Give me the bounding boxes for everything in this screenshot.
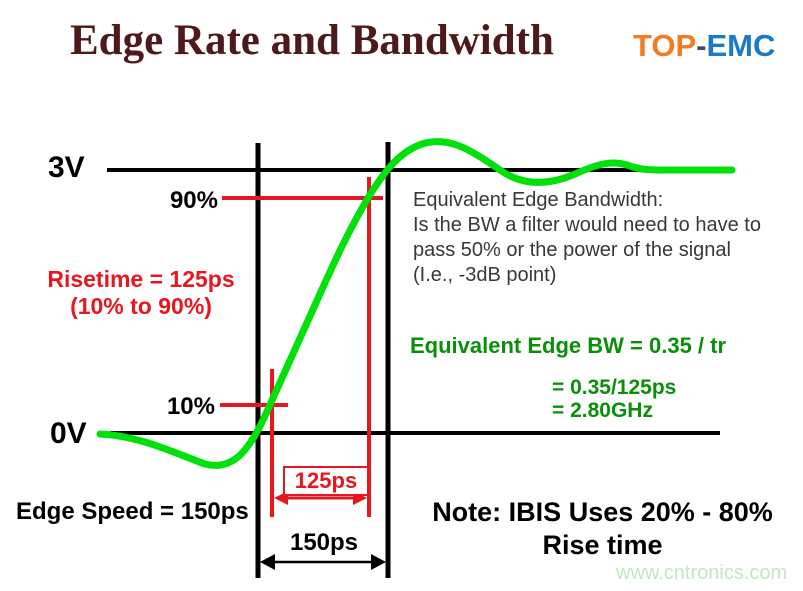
top-emc-logo: TOP-EMC (633, 28, 775, 64)
logo-text-emc: EMC (706, 28, 776, 63)
bandwidth-explanation-line4: (I.e., -3dB point) (413, 264, 557, 286)
edge-speed-arrow (260, 554, 386, 570)
level-3v-label: 3V (48, 151, 85, 184)
watermark: www.cntronics.com (616, 562, 788, 584)
bandwidth-explanation: Equivalent Edge Bandwidth: Is the BW a f… (413, 188, 803, 288)
bandwidth-explanation-line3: pass 50% or the power of the signal (413, 239, 731, 261)
bw-formula: Equivalent Edge BW = 0.35 / tr (410, 333, 727, 358)
threshold-10-label: 10% (166, 393, 215, 420)
risetime-annotation-line2: (10% to 90%) (70, 293, 212, 319)
risetime-annotation: Risetime = 125ps (10% to 90%) (36, 266, 246, 320)
logo-text-dash: - (696, 28, 707, 63)
bw-formula-step2: = 2.80GHz (552, 399, 653, 422)
ibis-note: Note: IBIS Uses 20% - 80% Rise time (405, 496, 800, 562)
risetime-annotation-line1: Risetime = 125ps (47, 266, 235, 292)
threshold-90-label: 90% (169, 187, 218, 214)
page-title: Edge Rate and Bandwidth (70, 17, 554, 64)
edge-interval-label: 150ps (289, 529, 359, 556)
ibis-note-line2: Rise time (542, 530, 663, 560)
signal-curve (96, 138, 736, 469)
ibis-note-line1: Note: IBIS Uses 20% - 80% (432, 497, 773, 527)
bw-formula-step1: = 0.35/125ps (552, 376, 677, 399)
risetime-interval-box: 125ps (283, 466, 369, 496)
edge-speed-label: Edge Speed = 150ps (16, 498, 249, 525)
logo-text-top: TOP (633, 28, 697, 63)
bandwidth-explanation-line2: Is the BW a filter would need to have to (413, 214, 761, 236)
level-0v-label: 0V (50, 417, 87, 450)
bandwidth-explanation-line1: Equivalent Edge Bandwidth: (413, 189, 664, 211)
